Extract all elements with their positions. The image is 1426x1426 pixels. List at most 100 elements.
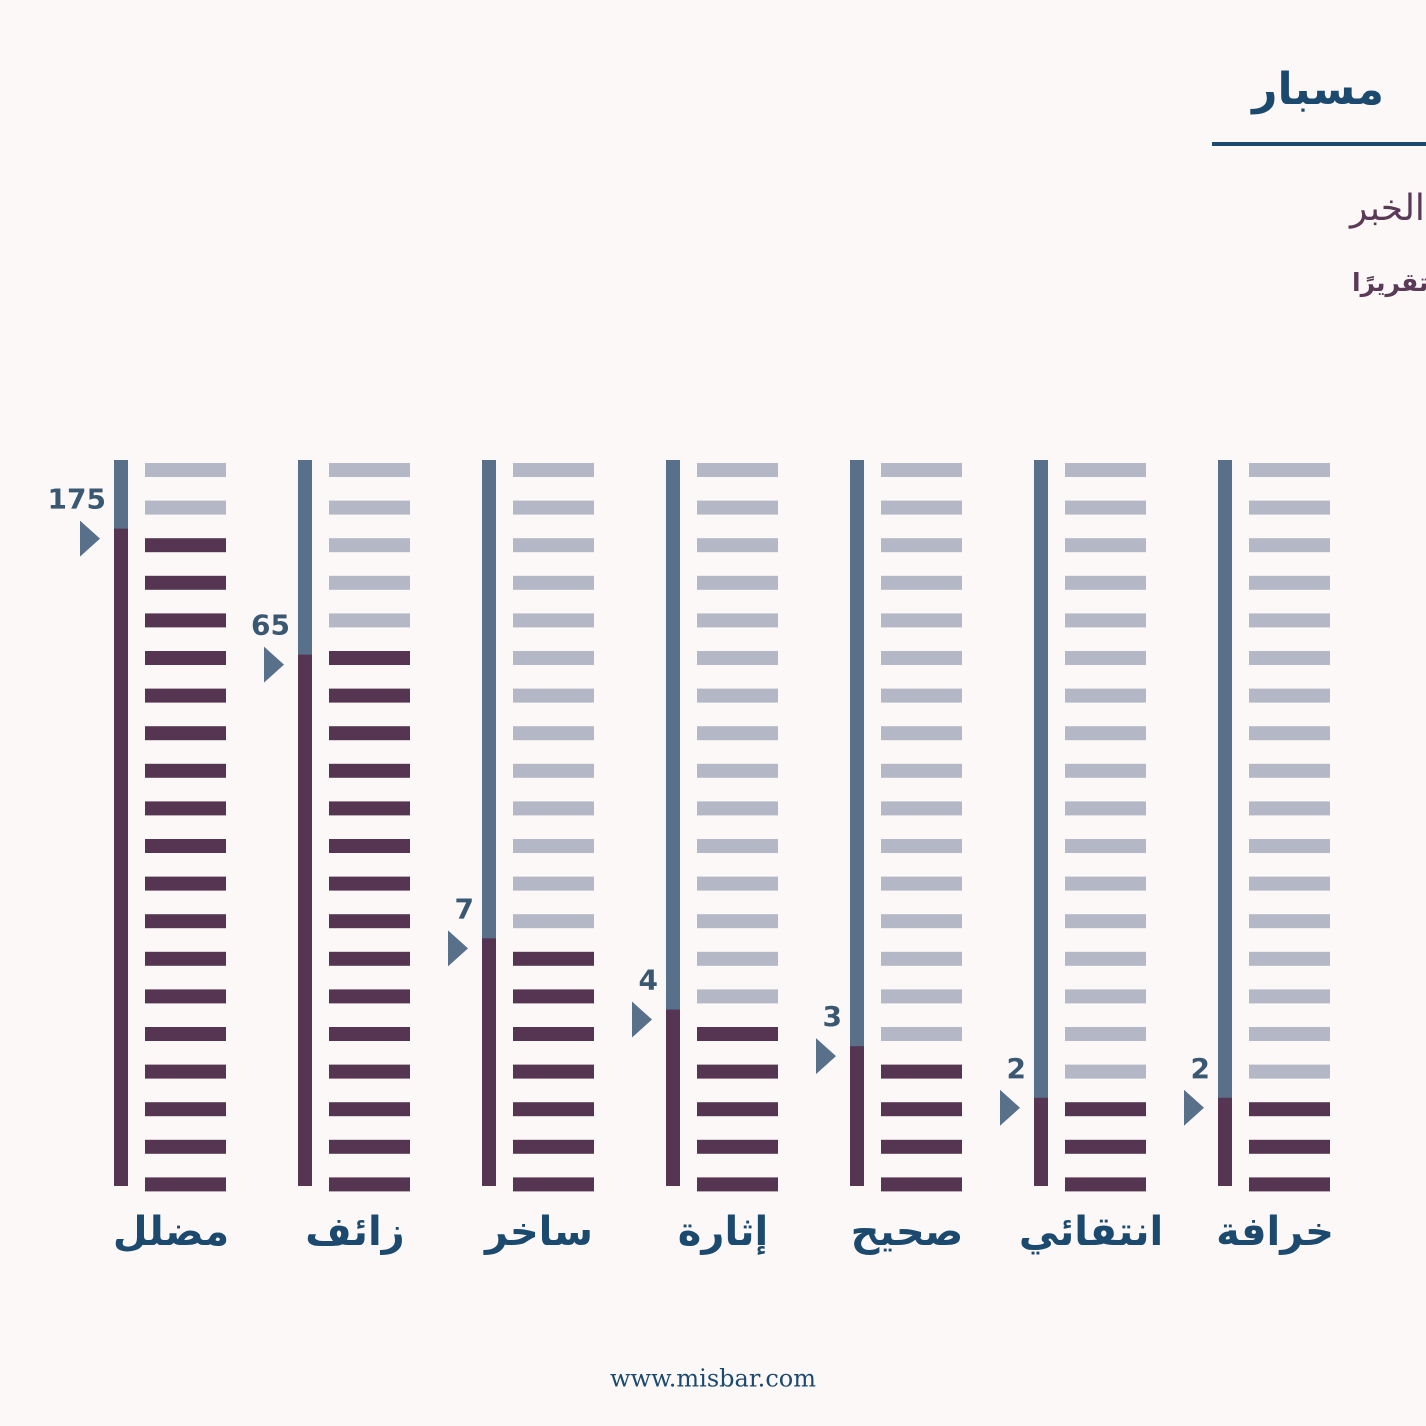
rung — [1249, 989, 1330, 1004]
rung — [1249, 876, 1330, 891]
rung — [1065, 726, 1146, 741]
rung — [1249, 1027, 1330, 1041]
rung — [513, 1102, 594, 1117]
rung — [513, 839, 594, 853]
rung — [1249, 763, 1330, 778]
rung — [697, 688, 778, 703]
pointer — [1000, 1089, 1020, 1126]
rung — [1065, 463, 1146, 477]
rung — [145, 1064, 226, 1079]
rung — [145, 538, 226, 553]
rung — [145, 951, 226, 966]
pointer — [80, 520, 100, 557]
rung — [329, 1027, 410, 1041]
rung — [881, 1064, 962, 1079]
rung — [1249, 839, 1330, 853]
rung — [1249, 651, 1330, 665]
rung — [513, 688, 594, 703]
rung — [1249, 726, 1330, 741]
rung — [145, 1139, 226, 1154]
category-label: صحيح — [851, 1209, 964, 1255]
rung — [329, 1102, 410, 1117]
rung — [513, 876, 594, 891]
rung — [881, 538, 962, 553]
rung — [513, 500, 594, 515]
rung — [329, 500, 410, 515]
category-label: إثارة — [678, 1209, 768, 1255]
brand: مسبار — [1250, 64, 1384, 115]
rung — [697, 989, 778, 1004]
rung — [1249, 1064, 1330, 1079]
rung — [329, 1139, 410, 1154]
rung — [1249, 500, 1330, 515]
rung — [329, 914, 410, 929]
rung — [329, 651, 410, 665]
rung — [145, 613, 226, 628]
category-label: خرافة — [1216, 1209, 1334, 1255]
rung — [513, 651, 594, 665]
rung — [1065, 763, 1146, 778]
chart-subtitle: مجموع التقارير التي تحقق منها 258 تقريرً… — [1352, 268, 1426, 298]
rung — [145, 876, 226, 891]
rung — [881, 839, 962, 853]
rung — [513, 1177, 594, 1192]
rung — [881, 1177, 962, 1192]
rung — [697, 538, 778, 553]
rung — [513, 989, 594, 1004]
rung — [1249, 914, 1330, 929]
rung — [329, 688, 410, 703]
pointer — [264, 646, 284, 683]
bar — [666, 1009, 680, 1186]
rung — [1065, 538, 1146, 553]
rung — [881, 613, 962, 628]
rung — [145, 839, 226, 853]
bar — [1218, 1097, 1232, 1186]
rung — [513, 726, 594, 741]
rung — [697, 1064, 778, 1079]
rung — [329, 726, 410, 741]
rung — [1065, 1139, 1146, 1154]
rung — [329, 989, 410, 1004]
rung — [1249, 575, 1330, 590]
rung — [697, 1139, 778, 1154]
rung — [145, 801, 226, 816]
rung — [513, 1064, 594, 1079]
rung — [1065, 1102, 1146, 1117]
rung — [329, 538, 410, 553]
category-label: ساخر — [483, 1209, 593, 1255]
rung — [145, 575, 226, 590]
rung — [329, 839, 410, 853]
rung — [1249, 1177, 1330, 1192]
rung — [697, 839, 778, 853]
bar — [114, 528, 128, 1186]
track — [850, 460, 864, 1186]
rung — [1065, 801, 1146, 816]
rung — [1249, 538, 1330, 553]
rung — [881, 651, 962, 665]
rung — [513, 575, 594, 590]
rung — [145, 1177, 226, 1192]
rung — [513, 951, 594, 966]
pointer — [632, 1001, 652, 1038]
rung — [1065, 951, 1146, 966]
bar — [1034, 1097, 1048, 1186]
rung — [881, 463, 962, 477]
rung — [881, 1139, 962, 1154]
rung — [513, 763, 594, 778]
rung — [1065, 989, 1146, 1004]
chart-title: عدد التقارير لشهر يناير/كانون الثاني 202… — [1348, 188, 1426, 229]
rung — [881, 688, 962, 703]
rung — [513, 801, 594, 816]
rung — [881, 951, 962, 966]
bar — [482, 938, 496, 1186]
rung — [145, 500, 226, 515]
rung — [1249, 463, 1330, 477]
rung — [1249, 688, 1330, 703]
rung — [697, 1102, 778, 1117]
rung — [329, 613, 410, 628]
rung — [329, 763, 410, 778]
rung — [697, 763, 778, 778]
rung — [513, 1139, 594, 1154]
rung — [697, 1177, 778, 1192]
rung — [513, 538, 594, 553]
